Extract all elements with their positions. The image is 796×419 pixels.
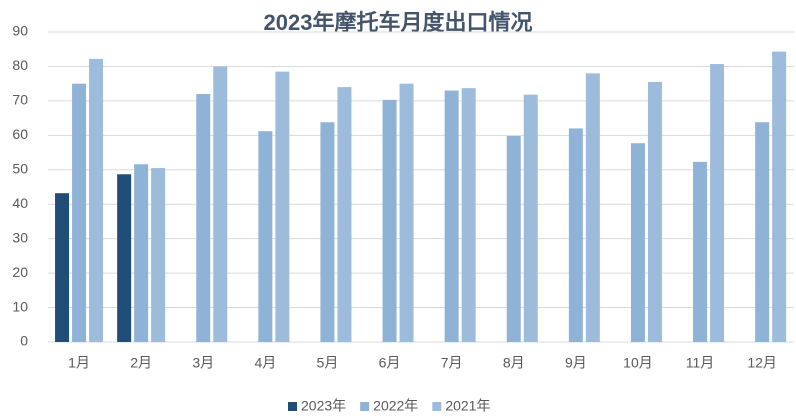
x-tick-label: 8月 bbox=[503, 355, 525, 371]
bar bbox=[399, 83, 414, 343]
bar bbox=[275, 71, 290, 342]
bar bbox=[461, 88, 476, 343]
bar bbox=[647, 81, 662, 342]
bar bbox=[55, 193, 70, 342]
x-tick-label: 1月 bbox=[68, 355, 90, 371]
bar bbox=[72, 83, 87, 343]
bar bbox=[772, 51, 787, 343]
bar bbox=[585, 73, 600, 342]
legend-label: 2021年 bbox=[445, 398, 490, 414]
bar bbox=[630, 143, 645, 342]
bar bbox=[710, 64, 725, 343]
bar bbox=[755, 122, 770, 342]
y-tick-label: 0 bbox=[20, 333, 28, 349]
x-tick-label: 9月 bbox=[565, 355, 587, 371]
bar bbox=[134, 164, 149, 342]
y-tick-label: 40 bbox=[12, 195, 28, 211]
legend-swatch bbox=[288, 402, 297, 411]
x-tick-label: 3月 bbox=[192, 355, 214, 371]
bar bbox=[382, 99, 397, 342]
legend-label: 2022年 bbox=[373, 398, 418, 414]
x-tick-label: 10月 bbox=[623, 355, 653, 371]
bar bbox=[523, 94, 538, 342]
y-tick-label: 80 bbox=[12, 57, 28, 73]
x-tick-label: 11月 bbox=[686, 355, 715, 371]
chart-title: 2023年摩托车月度出口情况 bbox=[264, 10, 533, 35]
bar bbox=[568, 128, 583, 342]
x-tick-label: 4月 bbox=[254, 355, 276, 371]
legend-swatch bbox=[432, 402, 442, 411]
bar bbox=[693, 161, 708, 342]
x-tick-label: 5月 bbox=[317, 355, 339, 371]
x-tick-label: 12月 bbox=[747, 355, 777, 371]
bar bbox=[444, 90, 459, 342]
y-tick-label: 20 bbox=[12, 264, 28, 280]
y-tick-label: 50 bbox=[12, 160, 28, 176]
bar bbox=[89, 58, 104, 342]
bar bbox=[196, 94, 211, 342]
bar bbox=[258, 131, 273, 342]
legend-label: 2023年 bbox=[301, 398, 346, 414]
bar bbox=[213, 66, 228, 342]
y-tick-label: 90 bbox=[12, 23, 28, 39]
x-tick-label: 7月 bbox=[441, 355, 463, 371]
y-tick-label: 60 bbox=[12, 126, 28, 142]
bar bbox=[320, 122, 335, 342]
bar bbox=[506, 136, 521, 342]
legend-swatch bbox=[360, 402, 370, 411]
bar bbox=[337, 87, 352, 342]
x-tick-label: 2月 bbox=[130, 355, 152, 371]
bar bbox=[151, 168, 166, 342]
bar bbox=[117, 174, 132, 342]
y-tick-label: 30 bbox=[12, 229, 28, 245]
y-tick-label: 10 bbox=[12, 298, 28, 314]
y-tick-label: 70 bbox=[12, 92, 28, 108]
x-tick-label: 6月 bbox=[379, 355, 401, 371]
